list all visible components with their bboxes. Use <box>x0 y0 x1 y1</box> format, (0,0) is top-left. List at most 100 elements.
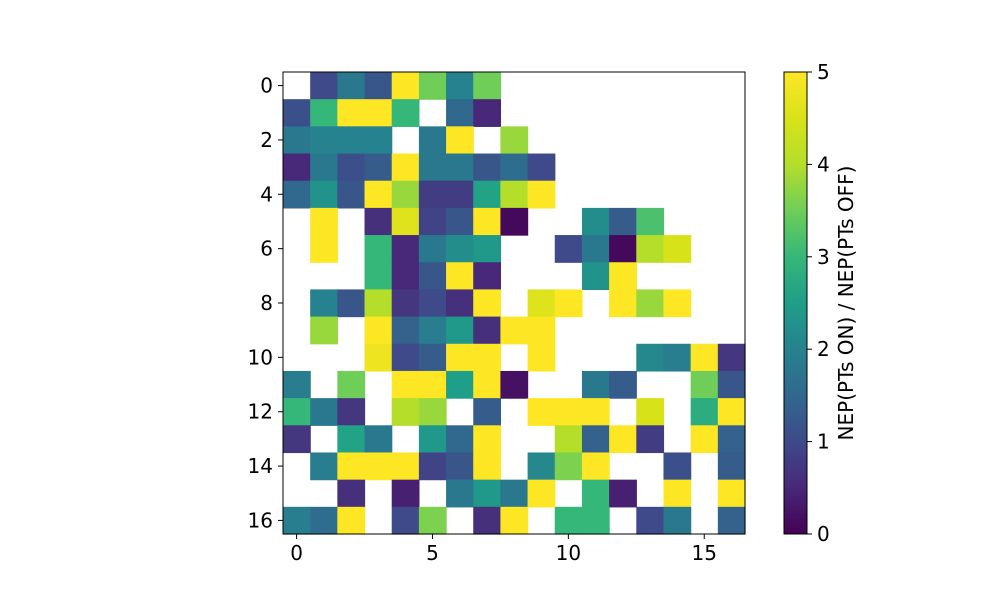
heatmap-cell <box>418 126 447 155</box>
heatmap-cell <box>337 370 366 399</box>
heatmap-cell <box>473 343 502 372</box>
heatmap-cell <box>473 235 502 263</box>
heatmap-cell <box>337 126 366 155</box>
heatmap-cell <box>391 316 420 345</box>
heatmap-cell <box>337 425 366 454</box>
heatmap-cell <box>310 126 338 155</box>
heatmap-cell <box>663 479 692 508</box>
heatmap-cell <box>473 153 502 182</box>
heatmap-cell <box>609 262 637 291</box>
heatmap-cell <box>527 479 556 508</box>
colorbar-tick-label: 4 <box>817 152 830 176</box>
x-tick-label: 10 <box>556 541 581 565</box>
heatmap-cell <box>717 343 746 372</box>
heatmap-cell <box>364 316 393 345</box>
heatmap-cell <box>500 316 529 345</box>
heatmap-cell <box>663 343 692 372</box>
x-tick-label: 5 <box>426 541 439 565</box>
heatmap-cell <box>337 72 366 100</box>
heatmap-cell <box>554 425 583 454</box>
heatmap-cell <box>636 207 665 236</box>
heatmap-cell <box>527 343 556 372</box>
heatmap-cell <box>364 289 393 318</box>
heatmap-cell <box>446 316 474 345</box>
heatmap-cell <box>581 452 610 481</box>
heatmap-cell <box>717 425 746 454</box>
heatmap-cell <box>446 370 474 399</box>
y-tick-label: 14 <box>248 454 273 478</box>
heatmap-cell <box>418 370 447 399</box>
colorbar-tick-label: 5 <box>817 60 830 84</box>
heatmap-cell <box>337 398 366 426</box>
heatmap-cell <box>500 153 529 182</box>
heatmap-cell <box>364 452 393 481</box>
heatmap-cell <box>636 506 665 535</box>
heatmap-cell <box>418 153 447 182</box>
heatmap-cell <box>391 506 420 535</box>
heatmap-cell <box>500 180 529 209</box>
heatmap-cell <box>391 262 420 291</box>
heatmap-cell <box>609 289 637 318</box>
heatmap-cell <box>609 479 637 508</box>
heatmap-cell <box>364 262 393 291</box>
heatmap-cell <box>337 479 366 508</box>
heatmap-cell <box>310 153 338 182</box>
heatmap-cell <box>473 398 502 426</box>
x-tick-label: 15 <box>692 541 717 565</box>
heatmap-cell <box>446 207 474 236</box>
heatmap-cell <box>473 370 502 399</box>
y-axis: 0 2 4 6 8 10 12 14 16 <box>248 74 283 532</box>
heatmap-cell <box>418 262 447 291</box>
heatmap-cell <box>554 235 583 263</box>
heatmap-cell <box>473 262 502 291</box>
heatmap-cell <box>446 72 474 100</box>
heatmap-cells <box>283 72 746 535</box>
heatmap-cell <box>663 289 692 318</box>
heatmap-cell <box>473 99 502 127</box>
heatmap-cell <box>446 289 474 318</box>
heatmap-cell <box>310 398 338 426</box>
heatmap-cell <box>391 370 420 399</box>
heatmap-cell <box>418 343 447 372</box>
heatmap-cell <box>717 452 746 481</box>
heatmap-cell <box>581 235 610 263</box>
heatmap-cell <box>337 153 366 182</box>
heatmap-cell <box>364 343 393 372</box>
heatmap-cell <box>391 235 420 263</box>
heatmap-cell <box>418 452 447 481</box>
heatmap-cell <box>473 425 502 454</box>
heatmap-cell <box>663 235 692 263</box>
heatmap-cell <box>310 180 338 209</box>
heatmap-cell <box>663 506 692 535</box>
heatmap-cell <box>391 289 420 318</box>
y-tick-label: 10 <box>248 345 273 369</box>
heatmap-cell <box>717 479 746 508</box>
heatmap-cell <box>364 153 393 182</box>
heatmap-cell <box>337 289 366 318</box>
heatmap-cell <box>391 99 420 127</box>
colorbar <box>783 71 808 535</box>
heatmap-cell <box>310 506 338 535</box>
y-tick-label: 16 <box>248 508 273 532</box>
heatmap-cell <box>717 506 746 535</box>
heatmap-cell <box>446 99 474 127</box>
heatmap-cell <box>283 153 311 182</box>
heatmap-cell <box>473 479 502 508</box>
heatmap-cell <box>391 153 420 182</box>
heatmap-cell <box>554 398 583 426</box>
heatmap-cell <box>500 126 529 155</box>
heatmap-cell <box>473 289 502 318</box>
heatmap-cell <box>663 452 692 481</box>
heatmap-cell <box>337 452 366 481</box>
heatmap-cell <box>310 452 338 481</box>
heatmap-cell <box>391 398 420 426</box>
colorbar-axis: 0 1 2 3 4 5 <box>807 60 830 546</box>
heatmap-cell <box>527 452 556 481</box>
heatmap-cell <box>418 316 447 345</box>
heatmap-cell <box>418 398 447 426</box>
heatmap-cell <box>446 235 474 263</box>
heatmap-cell <box>283 506 311 535</box>
heatmap-cell <box>690 343 719 372</box>
colorbar-tick-label: 0 <box>817 522 830 546</box>
